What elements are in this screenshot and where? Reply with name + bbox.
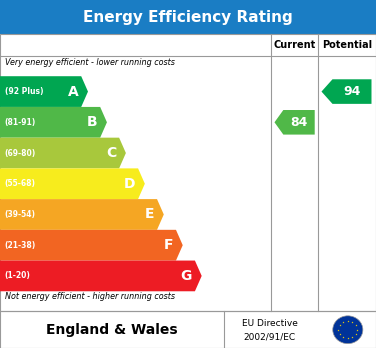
- Text: (69-80): (69-80): [5, 149, 36, 158]
- Polygon shape: [0, 261, 202, 291]
- Text: D: D: [124, 177, 135, 191]
- Text: (92 Plus): (92 Plus): [5, 87, 43, 96]
- Circle shape: [333, 316, 363, 344]
- Polygon shape: [0, 199, 164, 230]
- Text: F: F: [164, 238, 173, 252]
- Text: 84: 84: [290, 116, 308, 129]
- Text: Very energy efficient - lower running costs: Very energy efficient - lower running co…: [5, 58, 174, 67]
- Text: (39-54): (39-54): [5, 210, 35, 219]
- Text: G: G: [180, 269, 192, 283]
- Polygon shape: [0, 107, 107, 138]
- Text: EU Directive: EU Directive: [242, 319, 298, 328]
- Polygon shape: [321, 79, 371, 104]
- Polygon shape: [0, 168, 145, 199]
- Text: A: A: [67, 85, 78, 98]
- Polygon shape: [0, 230, 183, 261]
- Text: C: C: [106, 146, 116, 160]
- Text: Energy Efficiency Rating: Energy Efficiency Rating: [83, 9, 293, 25]
- Text: B: B: [86, 115, 97, 129]
- Text: 2002/91/EC: 2002/91/EC: [244, 333, 296, 341]
- Polygon shape: [274, 110, 315, 135]
- FancyBboxPatch shape: [0, 311, 376, 348]
- Text: (55-68): (55-68): [5, 179, 35, 188]
- Text: Potential: Potential: [322, 40, 372, 50]
- Text: Current: Current: [273, 40, 315, 50]
- Text: (21-38): (21-38): [5, 241, 36, 250]
- Polygon shape: [0, 76, 88, 107]
- Text: Not energy efficient - higher running costs: Not energy efficient - higher running co…: [5, 292, 174, 301]
- Text: 94: 94: [343, 85, 361, 98]
- FancyBboxPatch shape: [0, 0, 376, 34]
- Text: (81-91): (81-91): [5, 118, 36, 127]
- Text: (1-20): (1-20): [5, 271, 30, 280]
- Polygon shape: [0, 138, 126, 168]
- Text: E: E: [144, 207, 154, 221]
- Text: England & Wales: England & Wales: [46, 323, 178, 337]
